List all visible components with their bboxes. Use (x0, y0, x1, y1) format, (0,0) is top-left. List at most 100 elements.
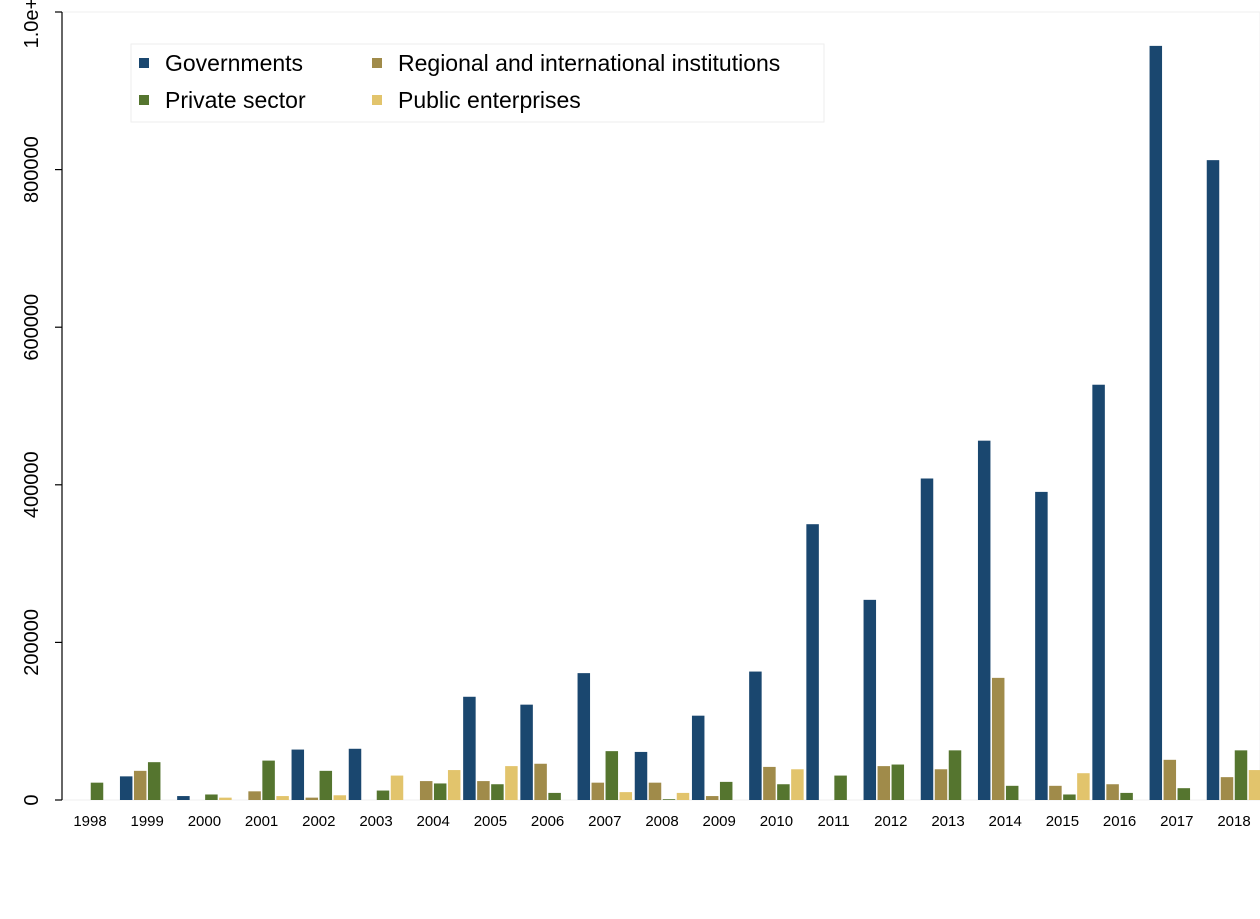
bar-private-sector-2008 (662, 799, 676, 800)
bar-governments-2016 (1092, 384, 1105, 800)
bar-public-enterprises-2002 (333, 795, 347, 800)
bar-governments-2000 (177, 796, 190, 800)
bar-regional-and-international-institutions-2018 (1220, 777, 1234, 800)
bar-group-2012 (863, 599, 905, 800)
bar-group-2011 (806, 524, 847, 800)
bar-private-sector-2014 (1005, 785, 1019, 800)
bar-governments-2013 (920, 478, 934, 800)
bar-regional-and-international-institutions-2009 (705, 796, 719, 800)
plot-region (61, 11, 1260, 801)
x-tick-labels: 1998 1999 2000 2001 2002 2003 2004 2005 2006 2007… (73, 813, 1250, 830)
legend-label: Public enterprises (398, 87, 581, 113)
x-tick-label: 2005 (474, 813, 507, 830)
legend-swatch (372, 58, 382, 68)
x-tick-label: 2016 (1103, 813, 1136, 830)
bar-group-2018 (1206, 160, 1260, 801)
bar-public-enterprises-2000 (219, 797, 232, 800)
bar-private-sector-2016 (1120, 792, 1133, 800)
y-tick-label: 400000 (21, 451, 43, 518)
x-tick-label: 1999 (131, 813, 164, 830)
x-tick-label: 2009 (703, 813, 736, 830)
bar-group-2006 (520, 704, 561, 800)
bar-group-2008 (634, 751, 690, 800)
legend-label: Private sector (165, 87, 306, 113)
bar-private-sector-2012 (891, 764, 905, 800)
bar-group-2016 (1092, 384, 1133, 800)
bar-group-2004 (419, 770, 461, 800)
bar-regional-and-international-institutions-2010 (763, 766, 776, 800)
x-tick-label: 2008 (645, 813, 678, 830)
bar-governments-2002 (291, 749, 305, 800)
bar-governments-1999 (119, 776, 133, 800)
bar-private-sector-2000 (205, 794, 218, 800)
bar-private-sector-2010 (777, 784, 790, 800)
bar-governments-2008 (634, 751, 648, 800)
bar-group-2009 (691, 715, 733, 800)
bar-group-2002 (291, 749, 347, 800)
bar-regional-and-international-institutions-2001 (248, 791, 261, 800)
legend-swatch (139, 58, 149, 68)
bar-governments-2011 (806, 524, 819, 800)
bar-governments-2009 (691, 715, 705, 800)
x-tick-label: 2010 (760, 813, 793, 830)
x-tick-label: 2018 (1217, 813, 1250, 830)
bar-group-2017 (1149, 45, 1191, 801)
bar-private-sector-2007 (605, 751, 619, 800)
bar-regional-and-international-institutions-2006 (534, 763, 547, 800)
bar-public-enterprises-2001 (276, 796, 289, 800)
bar-group-2010 (749, 671, 804, 800)
bar-governments-2012 (863, 599, 877, 800)
bar-regional-and-international-institutions-2015 (1049, 785, 1062, 800)
x-tick-label: 2017 (1160, 813, 1193, 830)
bar-regional-and-international-institutions-2007 (591, 782, 605, 800)
bar-governments-2014 (977, 440, 991, 800)
legend-label: Governments (165, 50, 303, 76)
bar-private-sector-2011 (834, 775, 847, 800)
bar-private-sector-2005 (491, 784, 504, 800)
bar-private-sector-2017 (1177, 788, 1191, 800)
x-tick-label: 2014 (989, 813, 1022, 830)
bar-regional-and-international-institutions-2014 (991, 677, 1005, 800)
bar-governments-2003 (348, 748, 362, 800)
y-tick-label: 600000 (21, 294, 43, 361)
bar-group-2007 (577, 673, 633, 800)
y-tick-label: 200000 (21, 609, 43, 676)
bar-public-enterprises-2008 (676, 792, 690, 800)
legend-label: Regional and international institutions (398, 50, 780, 76)
bar-public-enterprises-2004 (447, 770, 461, 800)
x-tick-label: 2012 (874, 813, 907, 830)
bar-regional-and-international-institutions-2004 (419, 781, 433, 800)
bar-group-2000 (177, 794, 232, 800)
bar-group-1999 (119, 762, 161, 800)
bar-governments-2018 (1206, 160, 1220, 801)
bar-regional-and-international-institutions-2002 (305, 797, 319, 800)
x-tick-label: 2001 (245, 813, 278, 830)
bar-public-enterprises-2018 (1248, 770, 1260, 800)
bar-private-sector-2004 (433, 783, 447, 800)
bar-public-enterprises-2003 (390, 775, 404, 800)
bar-public-enterprises-2007 (619, 792, 633, 800)
bar-private-sector-2018 (1234, 750, 1248, 800)
bar-governments-2017 (1149, 45, 1163, 801)
bar-public-enterprises-2005 (505, 766, 518, 800)
legend-box (130, 43, 825, 123)
bar-group-2013 (920, 478, 962, 800)
bar-regional-and-international-institutions-1999 (133, 770, 147, 800)
x-tick-label: 1998 (73, 813, 106, 830)
bar-group-2003 (348, 748, 404, 800)
bar-regional-and-international-institutions-2013 (934, 769, 948, 800)
bar-governments-2007 (577, 673, 591, 800)
x-tick-label: 2007 (588, 813, 621, 830)
legend: Governments Private sector Regional and in… (130, 43, 825, 123)
axes (61, 11, 1260, 801)
bar-group-2001 (248, 760, 289, 800)
bar-private-sector-1998 (90, 782, 104, 800)
bar-private-sector-2015 (1063, 794, 1076, 800)
bar-private-sector-1999 (147, 762, 161, 800)
legend-swatch (139, 95, 149, 105)
bar-public-enterprises-2015 (1077, 773, 1090, 800)
x-tick-label: 2003 (359, 813, 392, 830)
bar-governments-2015 (1035, 491, 1048, 800)
x-tick-label: 2013 (931, 813, 964, 830)
bar-group-2015 (1035, 491, 1090, 800)
